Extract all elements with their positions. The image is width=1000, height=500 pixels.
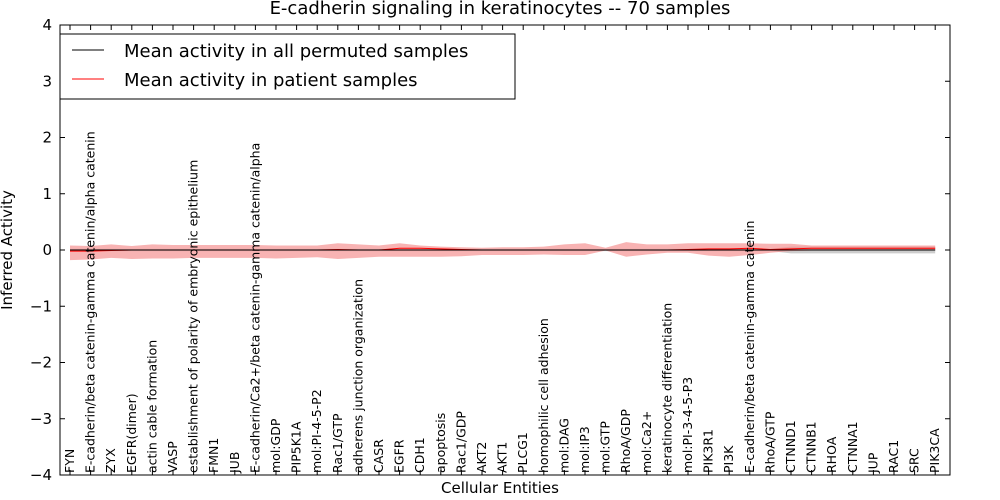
y-tick-label: −2: [30, 354, 52, 372]
x-category-label: RhoA/GDP: [618, 409, 633, 473]
x-category-label: AKT2: [474, 442, 489, 473]
x-category-label: PIK3R1: [701, 429, 716, 473]
x-category-label: CTNNA1: [845, 421, 860, 473]
x-category-label: establishment of polarity of embryonic e…: [186, 160, 201, 473]
legend: Mean activity in all permuted samples Me…: [59, 33, 516, 100]
y-tick-label: 2: [42, 129, 52, 147]
x-category-label: mol:GTP: [598, 421, 613, 473]
x-category-label: CASR: [371, 439, 386, 473]
x-category-label: keratinocyte differentiation: [659, 303, 674, 473]
x-category-label: FMN1: [206, 438, 221, 473]
x-category-label: E-cadherin/beta catenin-gamma catenin/al…: [83, 131, 98, 473]
x-category-label: VASP: [165, 441, 180, 473]
x-category-label: Rac1/GTP: [330, 413, 345, 473]
x-category-label: E-cadherin/Ca2+/beta catenin-gamma caten…: [247, 143, 262, 473]
x-category-label: mol:DAG: [556, 418, 571, 473]
band-series-1: [70, 242, 936, 261]
y-tick-label: −1: [30, 297, 52, 315]
x-category-label: PLCG1: [515, 432, 530, 473]
x-category-label: PIP5K1A: [289, 421, 304, 473]
y-tick-label: 1: [42, 185, 52, 203]
x-category-label: Rac1/GDP: [453, 411, 468, 473]
x-category-label: RHOA: [824, 436, 839, 473]
y-tick-label: −3: [30, 410, 52, 428]
chart-title: E-cadherin signaling in keratinocytes --…: [270, 0, 731, 19]
x-category-label: mol:GDP: [268, 418, 283, 473]
legend-label-patient: Mean activity in patient samples: [124, 70, 418, 91]
x-category-label: mol:PI-3-4-5-P3: [680, 377, 695, 473]
legend-label-permuted: Mean activity in all permuted samples: [124, 41, 468, 62]
x-category-label: ZYX: [103, 448, 118, 473]
series-lines: [70, 247, 936, 252]
y-tick-label: 0: [42, 241, 52, 259]
y-tick-label: 3: [42, 72, 52, 90]
x-category-label: adherens junction organization: [350, 279, 365, 473]
x-category-label: JUP: [865, 452, 880, 474]
x-category-label: RAC1: [886, 440, 901, 473]
x-category-label: EGFR: [392, 439, 407, 473]
x-category-label: mol:IP3: [577, 426, 592, 473]
y-axis-ticks: −4 −3 −2 −1 0 1 2 3 4: [30, 16, 950, 484]
x-category-label: AKT1: [495, 442, 510, 473]
x-axis-ticks: [69, 25, 936, 475]
x-axis-label: Cellular Entities: [441, 479, 559, 497]
x-category-label: PI3K: [721, 445, 736, 473]
x-category-label: CDH1: [412, 437, 427, 473]
x-category-label: PIK3CA: [927, 428, 942, 473]
y-tick-label: 4: [42, 16, 52, 34]
x-category-label: homophilic cell adhesion: [536, 318, 551, 473]
x-category-label: EGFR(dimer): [124, 393, 139, 473]
x-category-labels: FYN E-cadherin/beta catenin-gamma catenin…: [62, 131, 942, 474]
x-category-label: JUB: [227, 452, 242, 474]
x-category-label: RhoA/GTP: [762, 411, 777, 473]
x-category-label: actin cable formation: [144, 340, 159, 473]
y-tick-label: −4: [30, 466, 52, 484]
x-category-label: mol:PI-4-5-P2: [309, 389, 324, 473]
x-category-label: CTNNB1: [804, 421, 819, 473]
x-category-label: mol:Ca2+: [639, 411, 654, 473]
x-category-label: E-cadherin/beta catenin-gamma catenin: [742, 221, 757, 473]
x-category-label: FYN: [62, 449, 77, 473]
x-category-label: apoptosis: [433, 413, 448, 473]
x-category-label: SRC: [907, 448, 922, 473]
y-axis-label: Inferred Activity: [0, 190, 16, 310]
x-category-label: CTNND1: [783, 420, 798, 473]
legend-box: [59, 33, 516, 100]
